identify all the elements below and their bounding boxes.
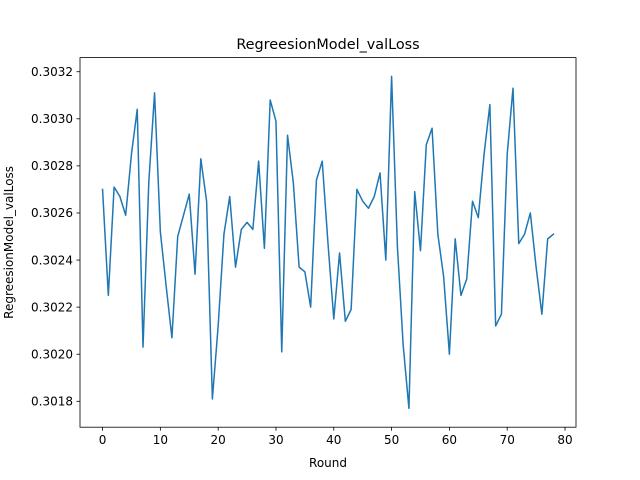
x-tick-label: 30 xyxy=(268,433,283,447)
y-tick-label: 0.3032 xyxy=(31,65,73,79)
x-tick-label: 10 xyxy=(153,433,168,447)
x-axis-title: Round xyxy=(309,456,347,470)
y-tick-label: 0.3018 xyxy=(31,395,73,409)
y-axis-title: RegreesionModel_valLoss xyxy=(2,166,16,319)
y-tick-label: 0.3020 xyxy=(31,347,73,361)
x-tick-label: 60 xyxy=(442,433,457,447)
x-tick-label: 70 xyxy=(500,433,515,447)
x-tick-label: 20 xyxy=(211,433,226,447)
y-axis: 0.3018 0.3020 0.3022 0.3024 0.3026 0.3028 0.30… xyxy=(31,65,80,409)
x-tick-label: 80 xyxy=(557,433,572,447)
x-tick-label: 40 xyxy=(326,433,341,447)
x-tick-label: 50 xyxy=(384,433,399,447)
y-tick-label: 0.3028 xyxy=(31,159,73,173)
x-tick-label: 0 xyxy=(99,433,107,447)
series-line xyxy=(101,75,555,410)
axes-frame xyxy=(79,57,577,428)
x-axis: 0 10 20 30 40 50 60 70 80 xyxy=(99,427,573,447)
y-tick-label: 0.3030 xyxy=(31,112,73,126)
y-tick-label: 0.3022 xyxy=(31,300,73,314)
y-tick-label: 0.3026 xyxy=(31,206,73,220)
chart-title: RegreesionModel_valLoss xyxy=(236,37,419,53)
y-tick-label: 0.3024 xyxy=(31,253,73,267)
plot-area xyxy=(101,75,555,410)
